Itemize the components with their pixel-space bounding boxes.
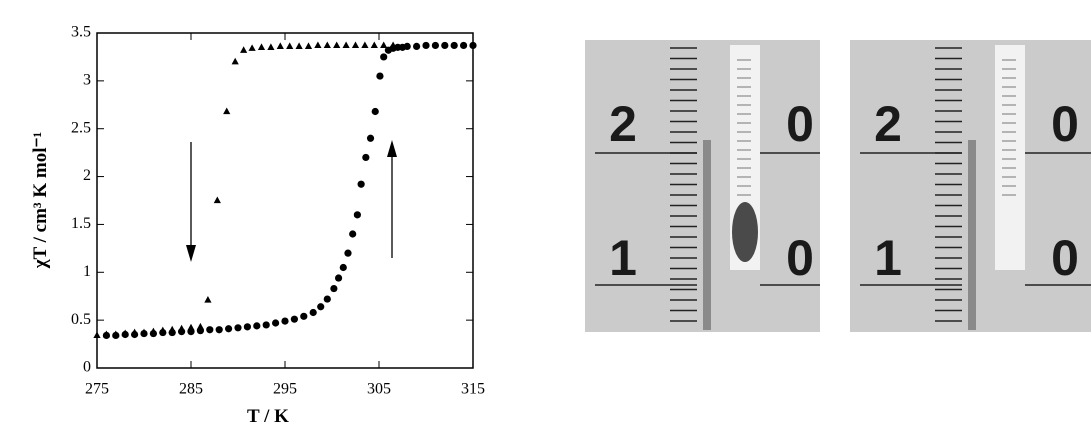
point <box>324 295 331 302</box>
point <box>197 327 204 334</box>
point <box>277 42 284 49</box>
rod <box>968 140 976 330</box>
point <box>451 42 458 49</box>
point <box>232 58 239 65</box>
point <box>441 42 448 49</box>
y-tick-label: 3.5 <box>71 24 91 41</box>
point <box>103 332 110 339</box>
point <box>367 135 374 142</box>
y-tick-label: 1 <box>83 263 91 280</box>
ruler-label: 0 <box>786 96 814 152</box>
photos: 2 0 1 0 2 0 1 0 <box>585 40 1091 332</box>
point <box>272 319 279 326</box>
point <box>333 41 340 48</box>
point <box>349 230 356 237</box>
point <box>263 321 270 328</box>
tube <box>995 45 1025 270</box>
x-tick-label: 305 <box>367 381 391 398</box>
arrow-head <box>186 245 196 262</box>
ruler-label: 2 <box>609 96 637 152</box>
point <box>204 296 211 303</box>
point <box>362 154 369 161</box>
point <box>206 326 213 333</box>
point <box>380 41 387 48</box>
point <box>240 46 247 53</box>
point <box>422 42 429 49</box>
ruler-label: 1 <box>609 230 637 286</box>
ruler-label: 0 <box>1051 96 1079 152</box>
y-tick-label: 2.5 <box>71 119 91 136</box>
point <box>305 42 312 49</box>
point <box>150 330 157 337</box>
x-tick-label: 285 <box>179 381 203 398</box>
sample <box>732 202 758 262</box>
point <box>371 41 378 48</box>
point <box>376 72 383 79</box>
rod <box>703 140 711 330</box>
point <box>267 43 274 50</box>
point <box>460 42 467 49</box>
ruler-label: 2 <box>874 96 902 152</box>
point <box>253 322 260 329</box>
point <box>187 328 194 335</box>
y-tick-label: 2 <box>83 167 91 184</box>
point <box>291 316 298 323</box>
point <box>225 325 232 332</box>
point <box>358 181 365 188</box>
x-tick-label: 275 <box>85 381 109 398</box>
point <box>380 53 387 60</box>
point <box>234 324 241 331</box>
point <box>310 309 317 316</box>
point <box>469 42 476 49</box>
point <box>258 43 265 50</box>
point <box>216 326 223 333</box>
point <box>249 44 256 51</box>
ruler-label: 1 <box>874 230 902 286</box>
y-tick-label: 0.5 <box>71 311 91 328</box>
point <box>330 285 337 292</box>
ruler-label: 0 <box>1051 230 1079 286</box>
figure: T / K χT / cm³ K mol⁻¹ 2 0 1 0 2 0 1 0 275 285 29… <box>0 0 1091 432</box>
x-axis-label: T / K <box>247 406 289 427</box>
y-tick-label: 0 <box>83 359 91 376</box>
arrow-head <box>387 140 397 157</box>
point <box>340 264 347 271</box>
point <box>244 323 251 330</box>
point <box>159 329 166 336</box>
point <box>352 41 359 48</box>
point <box>372 108 379 115</box>
point <box>300 313 307 320</box>
point <box>361 41 368 48</box>
point <box>404 43 411 50</box>
point <box>286 42 293 49</box>
point <box>354 211 361 218</box>
point <box>169 329 176 336</box>
x-tick-label: 295 <box>273 381 297 398</box>
point <box>324 41 331 48</box>
y-axis-label: χT / cm³ K mol⁻¹ <box>30 132 51 269</box>
point <box>140 330 147 337</box>
point <box>343 41 350 48</box>
point <box>112 332 119 339</box>
point <box>413 43 420 50</box>
point <box>314 41 321 48</box>
x-tick-label: 315 <box>461 381 485 398</box>
ruler-label: 0 <box>786 230 814 286</box>
point <box>335 274 342 281</box>
point <box>432 42 439 49</box>
point <box>344 250 351 257</box>
y-tick-label: 1.5 <box>71 215 91 232</box>
y-tick-label: 3 <box>83 72 91 89</box>
point <box>93 331 100 338</box>
point <box>178 328 185 335</box>
point <box>131 331 138 338</box>
point <box>223 107 230 114</box>
point <box>296 42 303 49</box>
point <box>317 303 324 310</box>
point <box>122 331 129 338</box>
point <box>214 197 221 204</box>
photo-bg <box>585 40 820 332</box>
point <box>281 318 288 325</box>
